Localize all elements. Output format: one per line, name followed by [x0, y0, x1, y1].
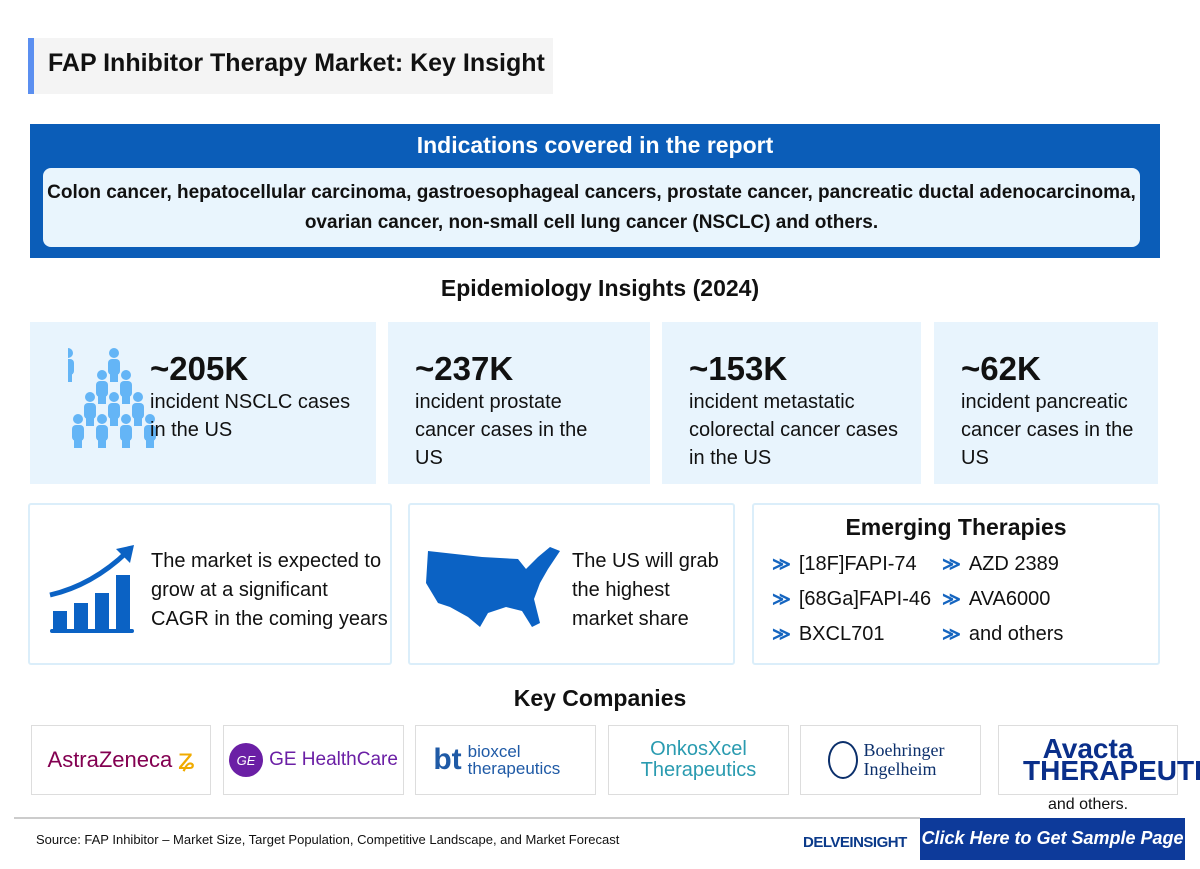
growth-card: The market is expected to grow at a sign…	[28, 503, 392, 665]
footer-divider	[14, 817, 920, 819]
indications-panel: Indications covered in the report Colon …	[30, 124, 1160, 258]
stat-card-colorectal: ~153K incident metastatic colorectal can…	[662, 322, 921, 484]
therapy-item: ≫ AVA6000	[942, 582, 1122, 617]
logo-avacta: Avacta THERAPEUTICS	[998, 725, 1200, 795]
emerging-therapies-card: Emerging Therapies ≫ [18F]FAPI-74 ≫ AZD 23…	[752, 503, 1160, 665]
chevron-icon: ≫	[942, 589, 961, 609]
therapy-item: ≫ and others	[942, 617, 1122, 652]
indications-heading: Indications covered in the report	[416, 132, 774, 158]
stat-text: incident metastatic colorectal cancer ca…	[689, 391, 898, 469]
growth-chart-icon	[49, 545, 134, 633]
therapy-item: ≫ [68Ga]FAPI-46	[772, 582, 942, 617]
people-icon	[68, 348, 156, 448]
logo-ge-healthcare: GE GE HealthCare	[223, 725, 404, 795]
source-text: Source: FAP Inhibitor – Market Size, Tar…	[36, 832, 620, 847]
page-title: FAP Inhibitor Therapy Market: Key Insigh…	[28, 38, 553, 94]
sample-page-button[interactable]: Click Here to Get Sample Page	[920, 818, 1185, 860]
therapy-item: ≫ AZD 2389	[942, 547, 1122, 582]
logo-onkosxcel: OnkosXcel Therapeutics	[608, 725, 789, 795]
bioxcel-mark-icon: bt	[433, 743, 462, 776]
growth-text: The market is expected to grow at a sign…	[151, 550, 388, 630]
stat-text: incident pancreatic cancer cases in the …	[961, 391, 1134, 469]
logo-boehringer: Boehringer Ingelheim	[800, 725, 981, 795]
logo-astrazeneca: AstraZeneca ʑ	[31, 725, 211, 795]
indications-text: Colon cancer, hepatocellular carcinoma, …	[43, 168, 1140, 247]
chevron-icon: ≫	[772, 554, 791, 574]
stat-card-pancreatic: ~62K incident pancreatic cancer cases in…	[934, 322, 1158, 484]
chevron-icon: ≫	[772, 624, 791, 644]
therapy-item: ≫ BXCL701	[772, 617, 942, 652]
logo-bioxcel: bt bioxcel therapeutics	[415, 725, 596, 795]
chevron-icon: ≫	[772, 589, 791, 609]
delveinsight-logo: DELVEINSIGHT	[803, 834, 907, 851]
stat-card-nsclc: ~205K incident NSCLC cases in the US	[30, 322, 376, 484]
epidemiology-heading: Epidemiology Insights (2024)	[440, 275, 760, 301]
stat-text: incident NSCLC cases in the US	[150, 391, 351, 441]
therapy-item: ≫ [18F]FAPI-74	[772, 547, 942, 582]
ge-monogram-icon: GE	[229, 743, 264, 777]
us-map-icon	[426, 547, 560, 627]
companies-heading: Key Companies	[513, 685, 687, 711]
stat-text: incident prostate cancer cases in the US	[415, 391, 588, 469]
stat-value: ~62K	[961, 350, 1041, 387]
stat-value: ~153K	[689, 350, 788, 387]
companies-others: and others.	[1048, 796, 1129, 813]
chevron-icon: ≫	[942, 624, 961, 644]
stat-value: ~237K	[415, 350, 514, 387]
region-text: The US will grab the highest market shar…	[572, 550, 719, 630]
stat-value: ~205K	[150, 350, 249, 387]
astrazeneca-symbol-icon: ʑ	[178, 743, 195, 776]
chevron-icon: ≫	[942, 554, 961, 574]
therapies-heading: Emerging Therapies	[845, 514, 1067, 540]
boehringer-symbol-icon	[827, 741, 858, 779]
stat-card-prostate: ~237K incident prostate cancer cases in …	[388, 322, 650, 484]
region-card: The US will grab the highest market shar…	[408, 503, 735, 665]
